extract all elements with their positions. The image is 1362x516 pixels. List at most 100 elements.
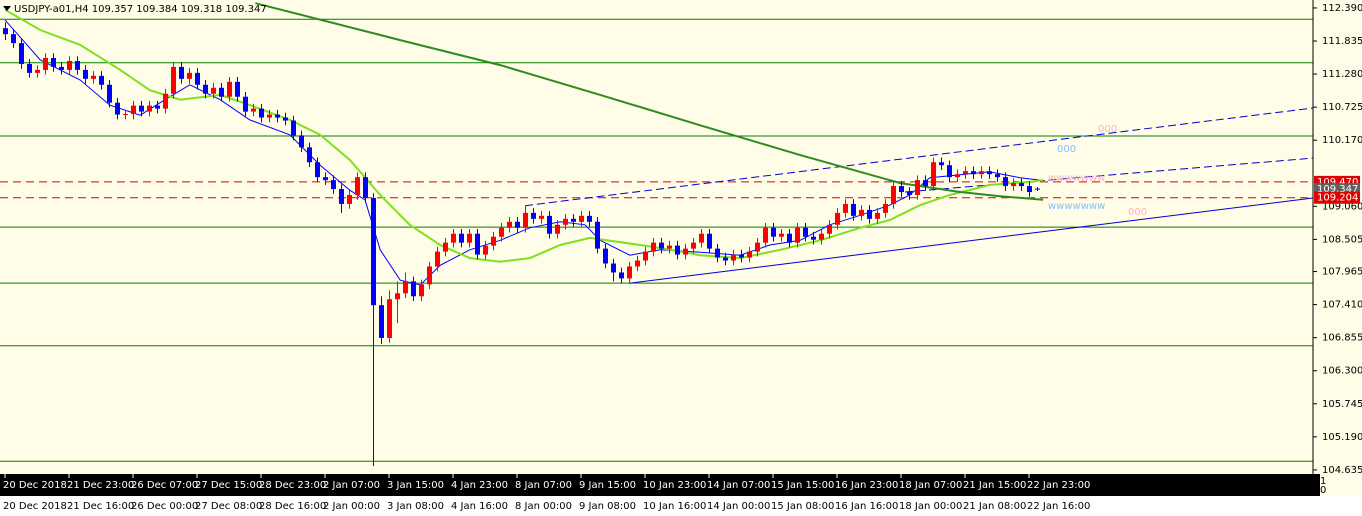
price-label-box — [1314, 191, 1360, 204]
candle-body — [427, 266, 432, 285]
candle-body — [843, 203, 848, 213]
candle-body — [211, 87, 216, 94]
candle-body — [43, 57, 48, 70]
candle-body — [363, 177, 368, 198]
candle-body — [867, 209, 872, 219]
x-tick-label: 22 Jan 23:00 — [1027, 480, 1090, 491]
moving-average — [4, 8, 1044, 263]
candle-body — [579, 215, 584, 222]
x-tick-label: 8 Jan 00:00 — [515, 501, 572, 512]
x-tick-label: 18 Jan 07:00 — [899, 480, 962, 491]
y-tick-label: 108.505 — [1322, 234, 1362, 245]
candle-body — [259, 108, 264, 118]
price-label: 109.204 — [1317, 193, 1358, 204]
x-tick-label: 21 Jan 15:00 — [963, 480, 1026, 491]
candle-body — [443, 242, 448, 252]
candle-body — [939, 162, 944, 166]
candle-body — [83, 69, 88, 79]
candle-body — [715, 248, 720, 258]
candle-body — [307, 147, 312, 163]
candle-body — [819, 233, 824, 240]
x-tick-label: 2 Jan 07:00 — [323, 480, 380, 491]
candle-body — [1027, 186, 1032, 193]
candle-body — [379, 305, 384, 338]
candle-body — [11, 34, 16, 44]
y-tick-label: 110.725 — [1322, 102, 1362, 113]
y-tick-label: 107.410 — [1322, 300, 1362, 311]
candle-body — [683, 248, 688, 255]
candle-body — [643, 251, 648, 261]
candle-body — [803, 227, 808, 237]
candle-body — [123, 113, 128, 115]
candle-body — [667, 245, 672, 249]
trend-line — [524, 107, 1314, 207]
x-tick-label: 15 Jan 08:00 — [771, 501, 834, 512]
candle-body — [3, 28, 8, 35]
x-tick-label: 21 Dec 23:00 — [67, 480, 134, 491]
candle-body — [219, 87, 224, 97]
candle-body — [435, 251, 440, 267]
candle-body — [747, 251, 752, 258]
y-tick-label: 111.835 — [1322, 36, 1362, 47]
candle-body — [691, 242, 696, 249]
candle-body — [779, 233, 784, 237]
x-tick-label: 26 Dec 00:00 — [131, 501, 198, 512]
candle-body — [827, 224, 832, 234]
candle-body — [923, 180, 928, 187]
candle-body — [107, 84, 112, 103]
plot-area — [0, 2, 1314, 467]
candle-body — [635, 260, 640, 267]
candle-body — [1003, 177, 1008, 187]
y-tick-label: 105.745 — [1322, 399, 1362, 410]
candle-body — [19, 43, 24, 64]
candle-body — [467, 233, 472, 243]
y-tick-label: 104.635 — [1322, 465, 1362, 476]
x-tick-label: 14 Jan 07:00 — [707, 480, 770, 491]
candle-body — [731, 254, 736, 261]
candle-body — [963, 171, 968, 175]
x-tick-label: 10 Jan 16:00 — [643, 501, 706, 512]
candle-body — [51, 57, 56, 67]
candle-body — [755, 242, 760, 252]
candle-body — [171, 66, 176, 94]
candle-body — [891, 186, 896, 204]
candle-body — [291, 120, 296, 136]
candle-body — [707, 233, 712, 249]
time-bar-2 — [0, 496, 1362, 516]
candle-body — [91, 75, 96, 79]
x-tick-label: 21 Dec 16:00 — [67, 501, 134, 512]
candle-body — [835, 212, 840, 225]
y-tick-label: 106.300 — [1322, 366, 1362, 377]
candle-body — [283, 117, 288, 121]
candle-body — [971, 171, 976, 175]
corner-label: 1 — [1320, 476, 1326, 487]
candle-body — [403, 281, 408, 294]
candle-body — [155, 105, 160, 109]
candle-body — [539, 215, 544, 219]
price-label: 109.470 — [1317, 177, 1358, 188]
x-tick-label: 9 Jan 08:00 — [579, 501, 636, 512]
candle-body — [451, 233, 456, 243]
candle-body — [371, 197, 376, 306]
candle-body — [187, 72, 192, 79]
x-tick-label: 20 Dec 2018 — [3, 480, 67, 491]
y-tick-label: 107.965 — [1322, 267, 1362, 278]
candle-body — [571, 218, 576, 222]
candle-body — [787, 233, 792, 243]
y-tick-label: 110.170 — [1322, 135, 1362, 146]
x-tick-label: 27 Dec 15:00 — [195, 480, 262, 491]
trend-line — [904, 157, 1314, 193]
candle-body — [251, 108, 256, 112]
candle-body — [563, 218, 568, 225]
candle-body — [475, 233, 480, 255]
x-tick-label: 8 Jan 07:00 — [515, 480, 572, 491]
candle-body — [59, 66, 64, 70]
candle-body — [523, 212, 528, 228]
candle-body — [147, 105, 152, 112]
candle-body — [795, 227, 800, 243]
candle-body — [99, 75, 104, 85]
candle-body — [227, 81, 232, 97]
x-tick-label: 9 Jan 15:00 — [579, 480, 636, 491]
x-tick-label: 21 Jan 08:00 — [963, 501, 1026, 512]
